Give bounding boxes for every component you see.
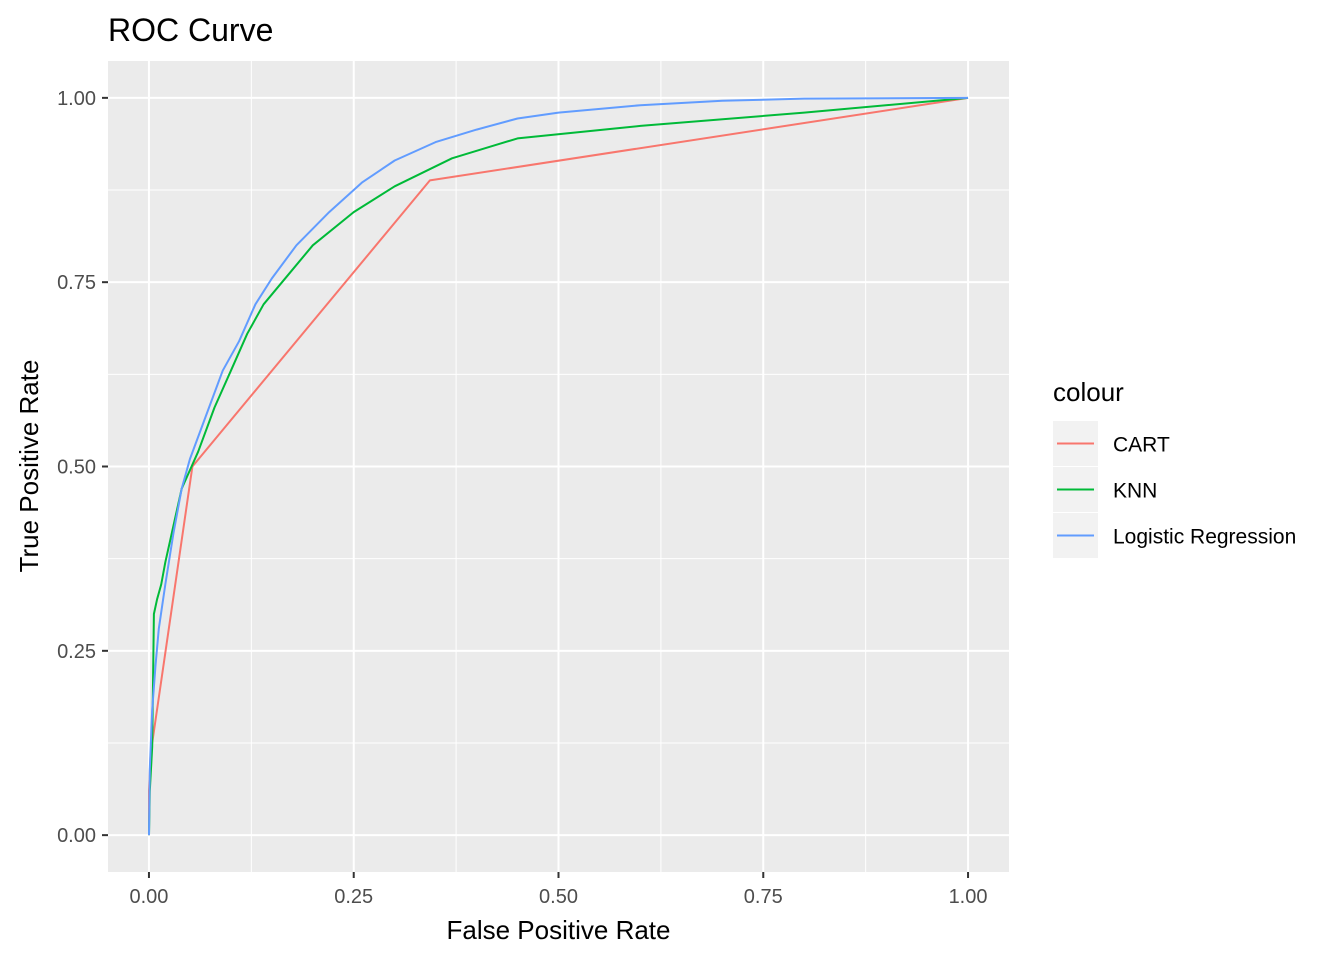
x-axis-title: False Positive Rate [447,915,671,945]
legend-title: colour [1053,377,1124,407]
y-axis-ticks: 0.00 0.25 0.50 0.75 1.00 [57,88,108,847]
y-axis-title: True Positive Rate [14,360,44,573]
series-line-logistic-regression [148,96,969,836]
x-tick-label: 0.00 [129,886,168,908]
x-tick-label: 0.75 [744,886,783,908]
grid-major [108,61,1009,872]
legend-label-knn: KNN [1113,480,1157,503]
y-tick-label: 0.00 [57,825,96,847]
series-lines [148,96,969,836]
x-tick-label: 1.00 [949,886,988,908]
chart-title: ROC Curve [108,12,273,48]
legend-label-cart: CART [1113,434,1170,457]
legend: colour CART KNN Logistic Regression [1053,377,1296,558]
legend-label-logistic-regression: Logistic Regression [1113,526,1296,549]
x-tick-label: 0.50 [539,886,578,908]
y-tick-label: 0.25 [57,641,96,663]
series-line-knn [148,96,969,836]
y-tick-label: 1.00 [57,88,96,110]
x-axis-ticks: 0.00 0.25 0.50 0.75 1.00 [129,872,988,908]
x-tick-label: 0.25 [334,886,373,908]
y-tick-label: 0.50 [57,457,96,479]
y-tick-label: 0.75 [57,272,96,294]
